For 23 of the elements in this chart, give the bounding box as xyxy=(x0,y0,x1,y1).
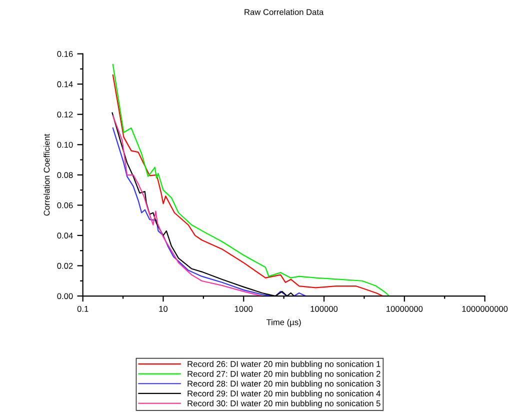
legend-label: Record 27: DI water 20 min bubbling no sonication 2 xyxy=(188,370,380,378)
x-tick-label: 1000 xyxy=(234,306,253,312)
y-tick-label: 0.14 xyxy=(57,81,73,88)
y-axis-title: Correlation Coefficient xyxy=(44,134,50,216)
legend-label: Record 26: DI water 20 min bubbling no sonication 1 xyxy=(188,360,380,369)
x-tick-label: 10 xyxy=(159,306,168,312)
y-tick-label: 0.10 xyxy=(57,142,73,148)
y-tick-label: 0.08 xyxy=(57,172,73,178)
y-tick-label: 0.02 xyxy=(57,262,73,269)
legend-label: Record 28: DI water 20 min bubbling no sonication 3 xyxy=(188,380,380,388)
x-tick-label: 10000000 xyxy=(386,306,423,312)
chart-title: Raw Correlation Data xyxy=(244,8,324,16)
y-tick-label: 0.06 xyxy=(57,202,73,208)
legend-label: Record 29: DI water 20 min bubbling no sonication 4 xyxy=(188,390,380,398)
y-tick-label: 0.16 xyxy=(57,51,73,57)
y-tick-label: 0.04 xyxy=(57,232,73,239)
x-axis-title: Time (µs) xyxy=(266,319,301,327)
y-tick-label: 0.12 xyxy=(57,112,73,118)
y-tick-label: 0.00 xyxy=(57,293,73,300)
x-tick-label: 0.1 xyxy=(77,306,88,312)
x-tick-label: 100000 xyxy=(310,306,338,312)
legend-label: Record 30: DI water 20 min bubbling no sonication 5 xyxy=(188,400,380,408)
x-tick-label: 1000000000 xyxy=(462,306,508,312)
